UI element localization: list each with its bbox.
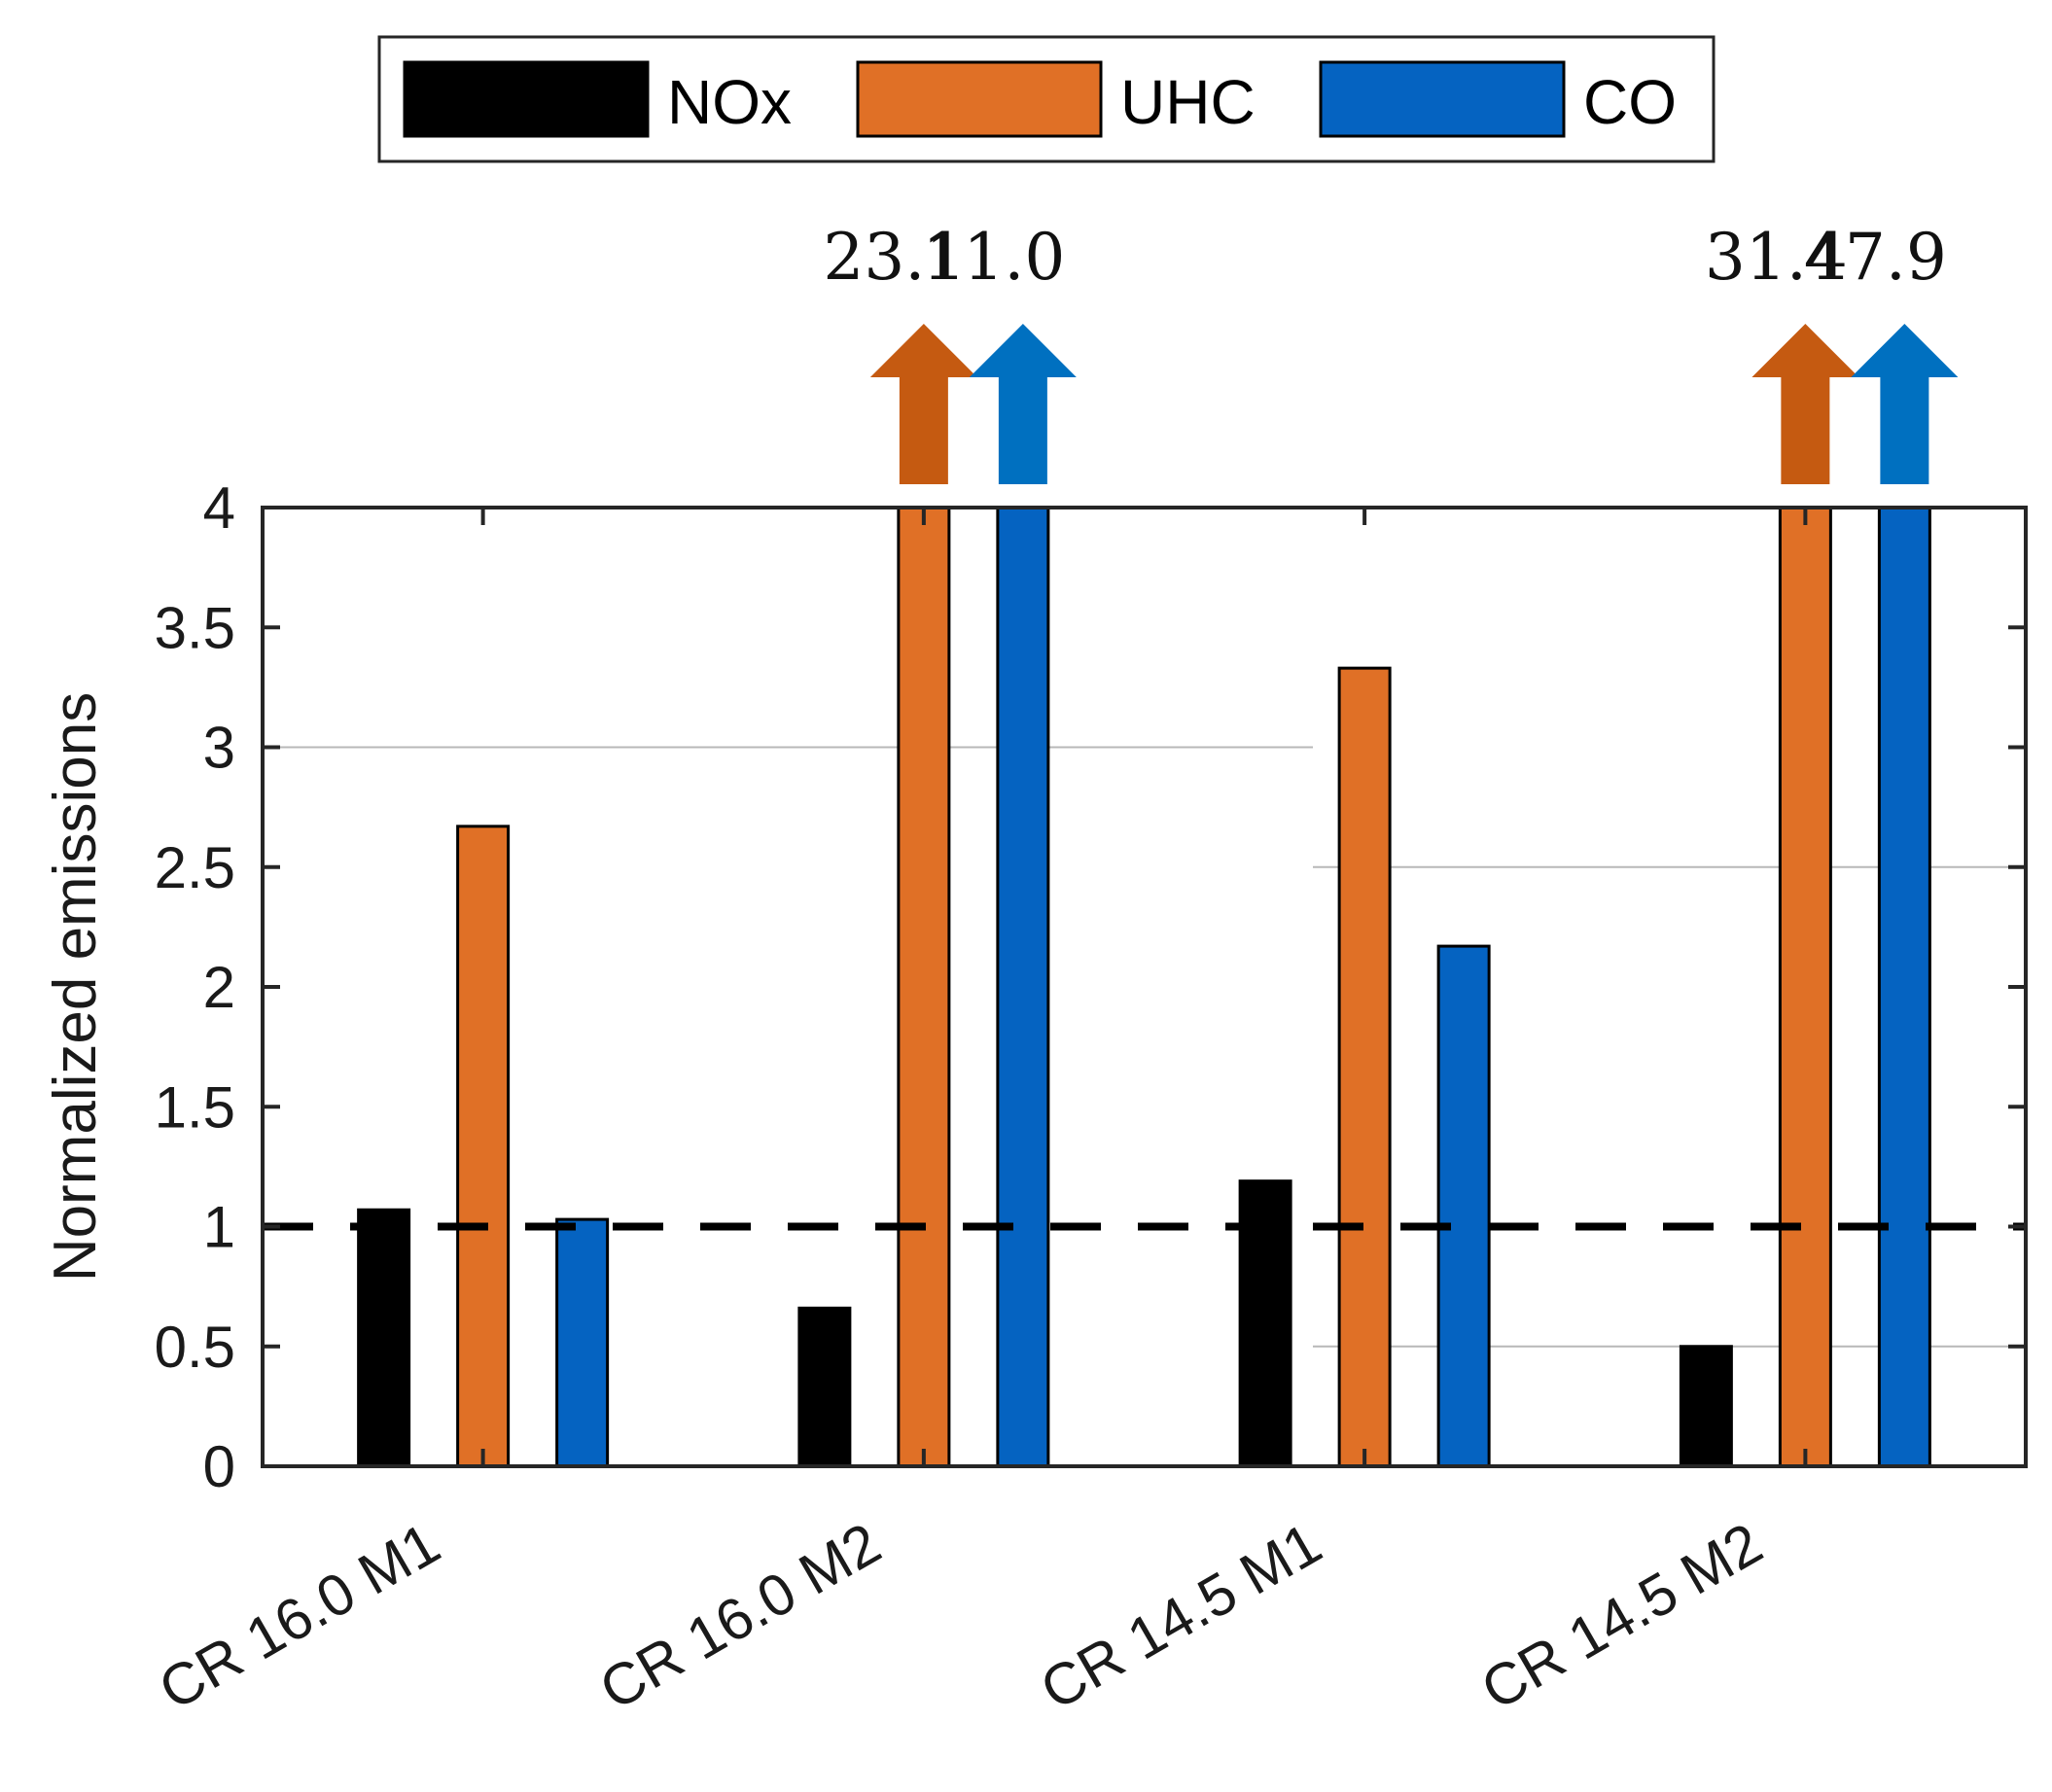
bar-co-1: [555, 1217, 610, 1468]
plot-area-frame: [261, 506, 2028, 1468]
bar-uhc-1: [456, 825, 511, 1468]
overflow-arrow-co: [1851, 324, 1959, 484]
bar-uhc-2: [897, 506, 951, 1468]
legend-swatch-co: [1319, 60, 1566, 138]
bar-co-2: [996, 506, 1050, 1468]
x-tick-label: CR 16.0 M1: [148, 1510, 450, 1722]
legend-label-nox: NOx: [667, 67, 792, 137]
overflow-value-label: 31.4: [1705, 220, 1848, 295]
y-tick-label: 4: [203, 475, 235, 541]
legend-swatch-uhc: [856, 60, 1103, 138]
y-tick-label: 3.5: [155, 595, 235, 660]
y-tick-label: 1: [203, 1195, 235, 1260]
y-tick-label: 0: [203, 1434, 235, 1499]
bar-uhc-3: [1337, 666, 1392, 1468]
bar-co-3: [1436, 944, 1491, 1468]
y-tick-label: 2: [203, 955, 235, 1020]
overflow-value-label: 11.0: [922, 220, 1065, 295]
x-tick-label: CR 16.0 M2: [589, 1510, 892, 1722]
legend-label-co: CO: [1583, 67, 1677, 137]
bar-co-4: [1877, 506, 1931, 1468]
x-tick-label: CR 14.5 M2: [1470, 1510, 1773, 1722]
overflow-value-label: 47.9: [1804, 220, 1947, 295]
overflow-arrow-co: [969, 324, 1077, 484]
x-tick-label: CR 14.5 M1: [1030, 1510, 1332, 1722]
y-tick-label: 2.5: [155, 835, 235, 900]
overflow-arrow-uhc: [869, 324, 977, 484]
legend-swatch-nox: [403, 60, 650, 138]
overflow-arrow-uhc: [1751, 324, 1859, 484]
y-tick-label: 0.5: [155, 1315, 235, 1380]
y-axis-label: Normalized emissions: [42, 692, 109, 1282]
bar-nox-2: [797, 1306, 852, 1468]
legend-label-uhc: UHC: [1120, 67, 1256, 137]
bar-nox-4: [1679, 1345, 1733, 1468]
overflow-value-label: 23.1: [823, 220, 966, 295]
bar-nox-1: [357, 1208, 411, 1468]
bar-uhc-4: [1778, 506, 1832, 1468]
y-tick-label: 1.5: [155, 1074, 235, 1140]
y-tick-label: 3: [203, 716, 235, 781]
